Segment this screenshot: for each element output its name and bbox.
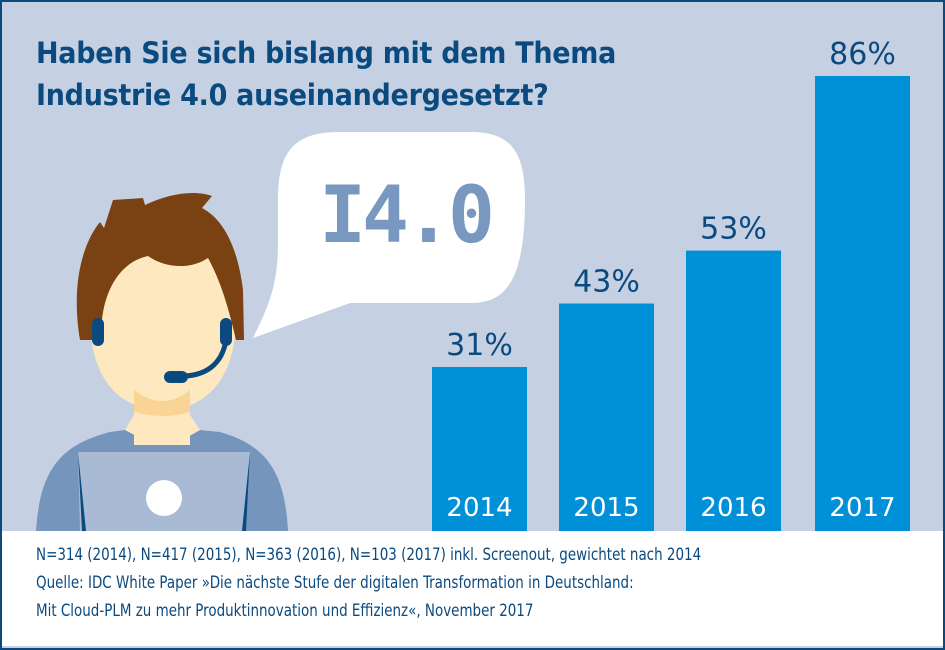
bar-2015	[559, 303, 654, 531]
person-illustration	[36, 193, 288, 531]
value-label: 43%	[573, 265, 640, 300]
category-label: 2015	[573, 493, 639, 523]
bar-2016	[686, 250, 781, 531]
speech-bubble	[253, 132, 525, 338]
speech-bubble-text: I4.0	[319, 171, 495, 261]
headset-left-ear-icon	[92, 318, 104, 346]
value-label: 53%	[700, 212, 767, 247]
microphone-icon	[164, 371, 188, 383]
source-note: Quelle: IDC White Paper »Die nächste Stu…	[36, 573, 634, 593]
footer: N=314 (2014), N=417 (2015), N=363 (2016)…	[2, 531, 943, 646]
sample-size-note: N=314 (2014), N=417 (2015), N=363 (2016)…	[36, 545, 702, 565]
bar-2017	[815, 76, 910, 531]
laptop-logo-icon	[146, 480, 182, 516]
category-label: 2014	[446, 493, 512, 523]
source-note-continued: Mit Cloud-PLM zu mehr Produktinnovation …	[36, 601, 534, 621]
title-line: Industrie 4.0 auseinandergesetzt?	[36, 78, 549, 112]
value-label: 86%	[829, 37, 896, 72]
chart-title: Haben Sie sich bislang mit dem Thema Ind…	[36, 32, 616, 116]
value-label: 31%	[446, 328, 513, 363]
headset-right-ear-icon	[220, 318, 232, 346]
category-label: 2017	[829, 493, 895, 523]
bar-2014	[432, 366, 527, 531]
title-line: Haben Sie sich bislang mit dem Thema	[36, 36, 617, 70]
bar-series: 31% 2014 43% 2015 53% 2016 86% 2017	[432, 37, 910, 531]
category-label: 2016	[700, 493, 766, 523]
